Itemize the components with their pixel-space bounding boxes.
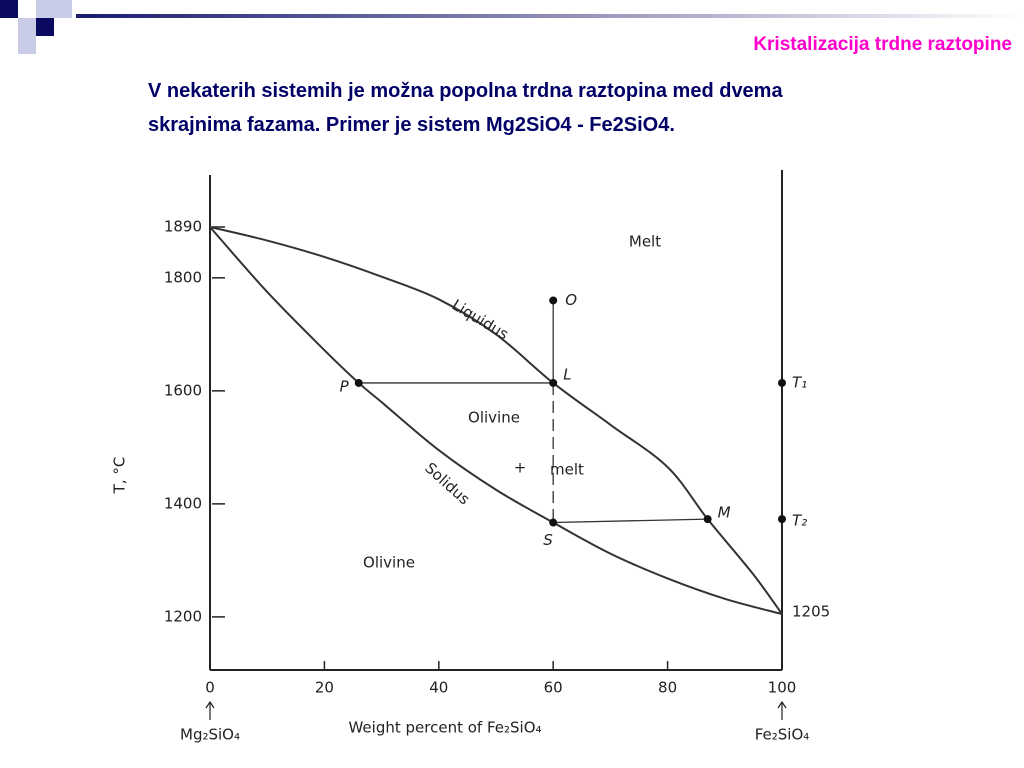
slide-text: V nekaterih sistemih je možna popolna tr…	[148, 74, 783, 142]
point	[549, 518, 558, 527]
region-label: melt	[550, 461, 584, 479]
x-tick-label: 80	[658, 679, 677, 697]
point-label: T₁	[792, 373, 807, 391]
y-tick-label: 1200	[164, 607, 202, 625]
phase-curve	[209, 226, 783, 615]
point-label: S	[543, 531, 553, 549]
arrow	[777, 700, 787, 720]
curve-label: Liquidus	[449, 296, 512, 344]
point-label: L	[563, 365, 571, 383]
point-label: T₂	[792, 512, 807, 530]
phase-diagram: 1890 1800 1600 1400 1200 0 20 40 60 80 100 Weight p…	[111, 170, 830, 744]
point-label: M	[718, 504, 731, 522]
region-label: Olivine	[468, 409, 520, 427]
region-label: Olivine	[363, 554, 415, 572]
point	[549, 296, 558, 305]
text-line: skrajnima fazama. Primer je sistem Mg2Si…	[148, 114, 675, 136]
region-label: +	[514, 459, 527, 477]
point-label: O	[565, 291, 577, 309]
x-tick-label: 40	[429, 679, 448, 697]
phase-curve	[209, 226, 783, 616]
y-tick-label: 1600	[164, 381, 202, 399]
y-axis-label: T, °C	[111, 457, 129, 495]
region-label: Melt	[629, 233, 661, 251]
decoration	[0, 0, 1024, 54]
y-tick-label: 1890	[164, 217, 202, 235]
end-value-label: 1205	[792, 603, 830, 621]
y-tick-label: 1800	[164, 268, 202, 286]
y-tick-label: 1400	[164, 494, 202, 512]
end-member-label: Mg₂SiO₄	[180, 726, 240, 744]
tie-line	[553, 518, 708, 524]
x-tick-label: 0	[205, 679, 215, 697]
point-label: P	[340, 377, 350, 395]
point	[549, 378, 558, 387]
x-tick-label: 100	[768, 679, 797, 697]
x-tick-label: 60	[544, 679, 563, 697]
text-line: V nekaterih sistemih je možna popolna tr…	[148, 80, 783, 102]
point	[703, 515, 712, 524]
x-axis-label: Weight percent of Fe₂SiO₄	[348, 719, 541, 737]
x-tick-label: 20	[315, 679, 334, 697]
curve-label: Solidus	[421, 459, 473, 509]
point	[354, 378, 363, 387]
arrow	[205, 700, 215, 720]
end-member-label: Fe₂SiO₄	[755, 726, 810, 744]
slide-title: Kristalizacija trdne raztopine	[753, 34, 1012, 55]
point	[778, 515, 786, 524]
point	[778, 378, 786, 387]
